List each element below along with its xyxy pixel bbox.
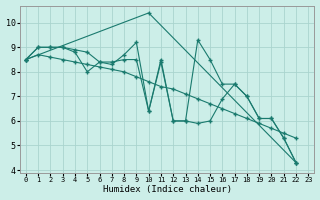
- X-axis label: Humidex (Indice chaleur): Humidex (Indice chaleur): [103, 185, 232, 194]
